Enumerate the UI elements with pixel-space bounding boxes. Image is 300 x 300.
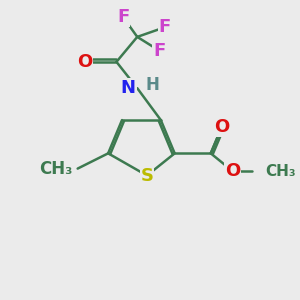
- Text: S: S: [140, 167, 154, 184]
- Text: H: H: [146, 76, 159, 94]
- Text: CH₃: CH₃: [265, 164, 296, 179]
- Text: O: O: [225, 162, 241, 180]
- Text: CH₃: CH₃: [39, 160, 72, 178]
- Text: F: F: [159, 18, 171, 36]
- Text: F: F: [153, 42, 166, 60]
- Text: O: O: [214, 118, 230, 136]
- Text: N: N: [121, 79, 136, 97]
- Text: F: F: [117, 8, 130, 26]
- Text: O: O: [77, 53, 92, 71]
